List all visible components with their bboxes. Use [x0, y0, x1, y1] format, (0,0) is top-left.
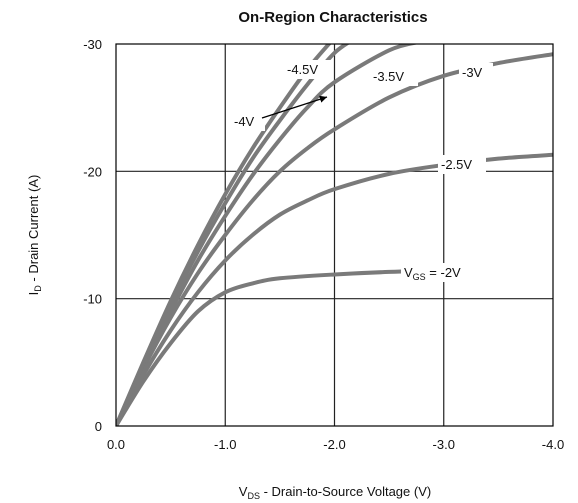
x-axis-label: VDS - Drain-to-Source Voltage (V) [239, 484, 431, 501]
curve-label-background [459, 63, 493, 82]
curve-label-v35: -3.5V [370, 67, 418, 86]
curve-label-v4: -4V [231, 95, 328, 131]
curve-label-text: -3V [462, 65, 483, 80]
x-axis-label-main: V [239, 484, 248, 499]
curve-label-text: -3.5V [373, 69, 404, 84]
curve-label-v25: -2.5V [438, 155, 486, 174]
curve-vgs-3_5 [116, 44, 420, 426]
grid [116, 44, 553, 426]
x-tick-label: -3.0 [433, 437, 455, 452]
y-axis-label: ID - Drain Current (A) [26, 175, 43, 296]
curve-label-v3: -3V [459, 63, 493, 82]
x-tick-label: -4.0 [542, 437, 564, 452]
y-tick-label: -10 [83, 292, 102, 307]
x-tick-label: 0.0 [107, 437, 125, 452]
curve-label-vgs_2: VGS = -2V [401, 263, 501, 282]
y-tick-label: 0 [95, 419, 102, 434]
curve-label-background [284, 60, 332, 79]
y-axis-label-rest: - Drain Current (A) [26, 175, 41, 286]
curve-label-background [438, 155, 486, 174]
curve-label-text: -2.5V [441, 157, 472, 172]
curve-label-background [401, 263, 501, 282]
y-tick-labels: 0 -10 -20 -30 [83, 37, 102, 434]
x-tick-label: -2.0 [323, 437, 345, 452]
y-tick-label: -20 [83, 164, 102, 179]
plot-frame [115, 43, 554, 427]
y-tick-label: -30 [83, 37, 102, 52]
curve-label-v45: -4.5V [284, 60, 332, 79]
y-axis-label-sub: D [33, 285, 43, 292]
curve-vgs-2 [116, 268, 479, 426]
curve-label-text: VGS = -2V [404, 265, 461, 282]
x-axis-label-rest: - Drain-to-Source Voltage (V) [260, 484, 431, 499]
chart-title: On-Region Characteristics [238, 9, 427, 26]
curve-label-background [370, 67, 418, 86]
x-tick-label: -1.0 [214, 437, 236, 452]
curve-annotations: VGS = -2V -2.5V -3V -3.5V -4V -4.5V [231, 60, 501, 282]
curve-label-text: -4.5V [287, 62, 318, 77]
curve-vgs-3 [116, 52, 553, 426]
curve-label-text: -4V [234, 114, 255, 129]
x-axis-label-sub: DS [247, 491, 260, 501]
pointer-arrow [261, 95, 328, 119]
curve-vgs-4_5 [116, 44, 332, 426]
curve-label-background [231, 112, 265, 131]
y-axis-label-main: I [26, 292, 41, 296]
x-tick-labels: 0.0 -1.0 -2.0 -3.0 -4.0 [107, 437, 564, 452]
